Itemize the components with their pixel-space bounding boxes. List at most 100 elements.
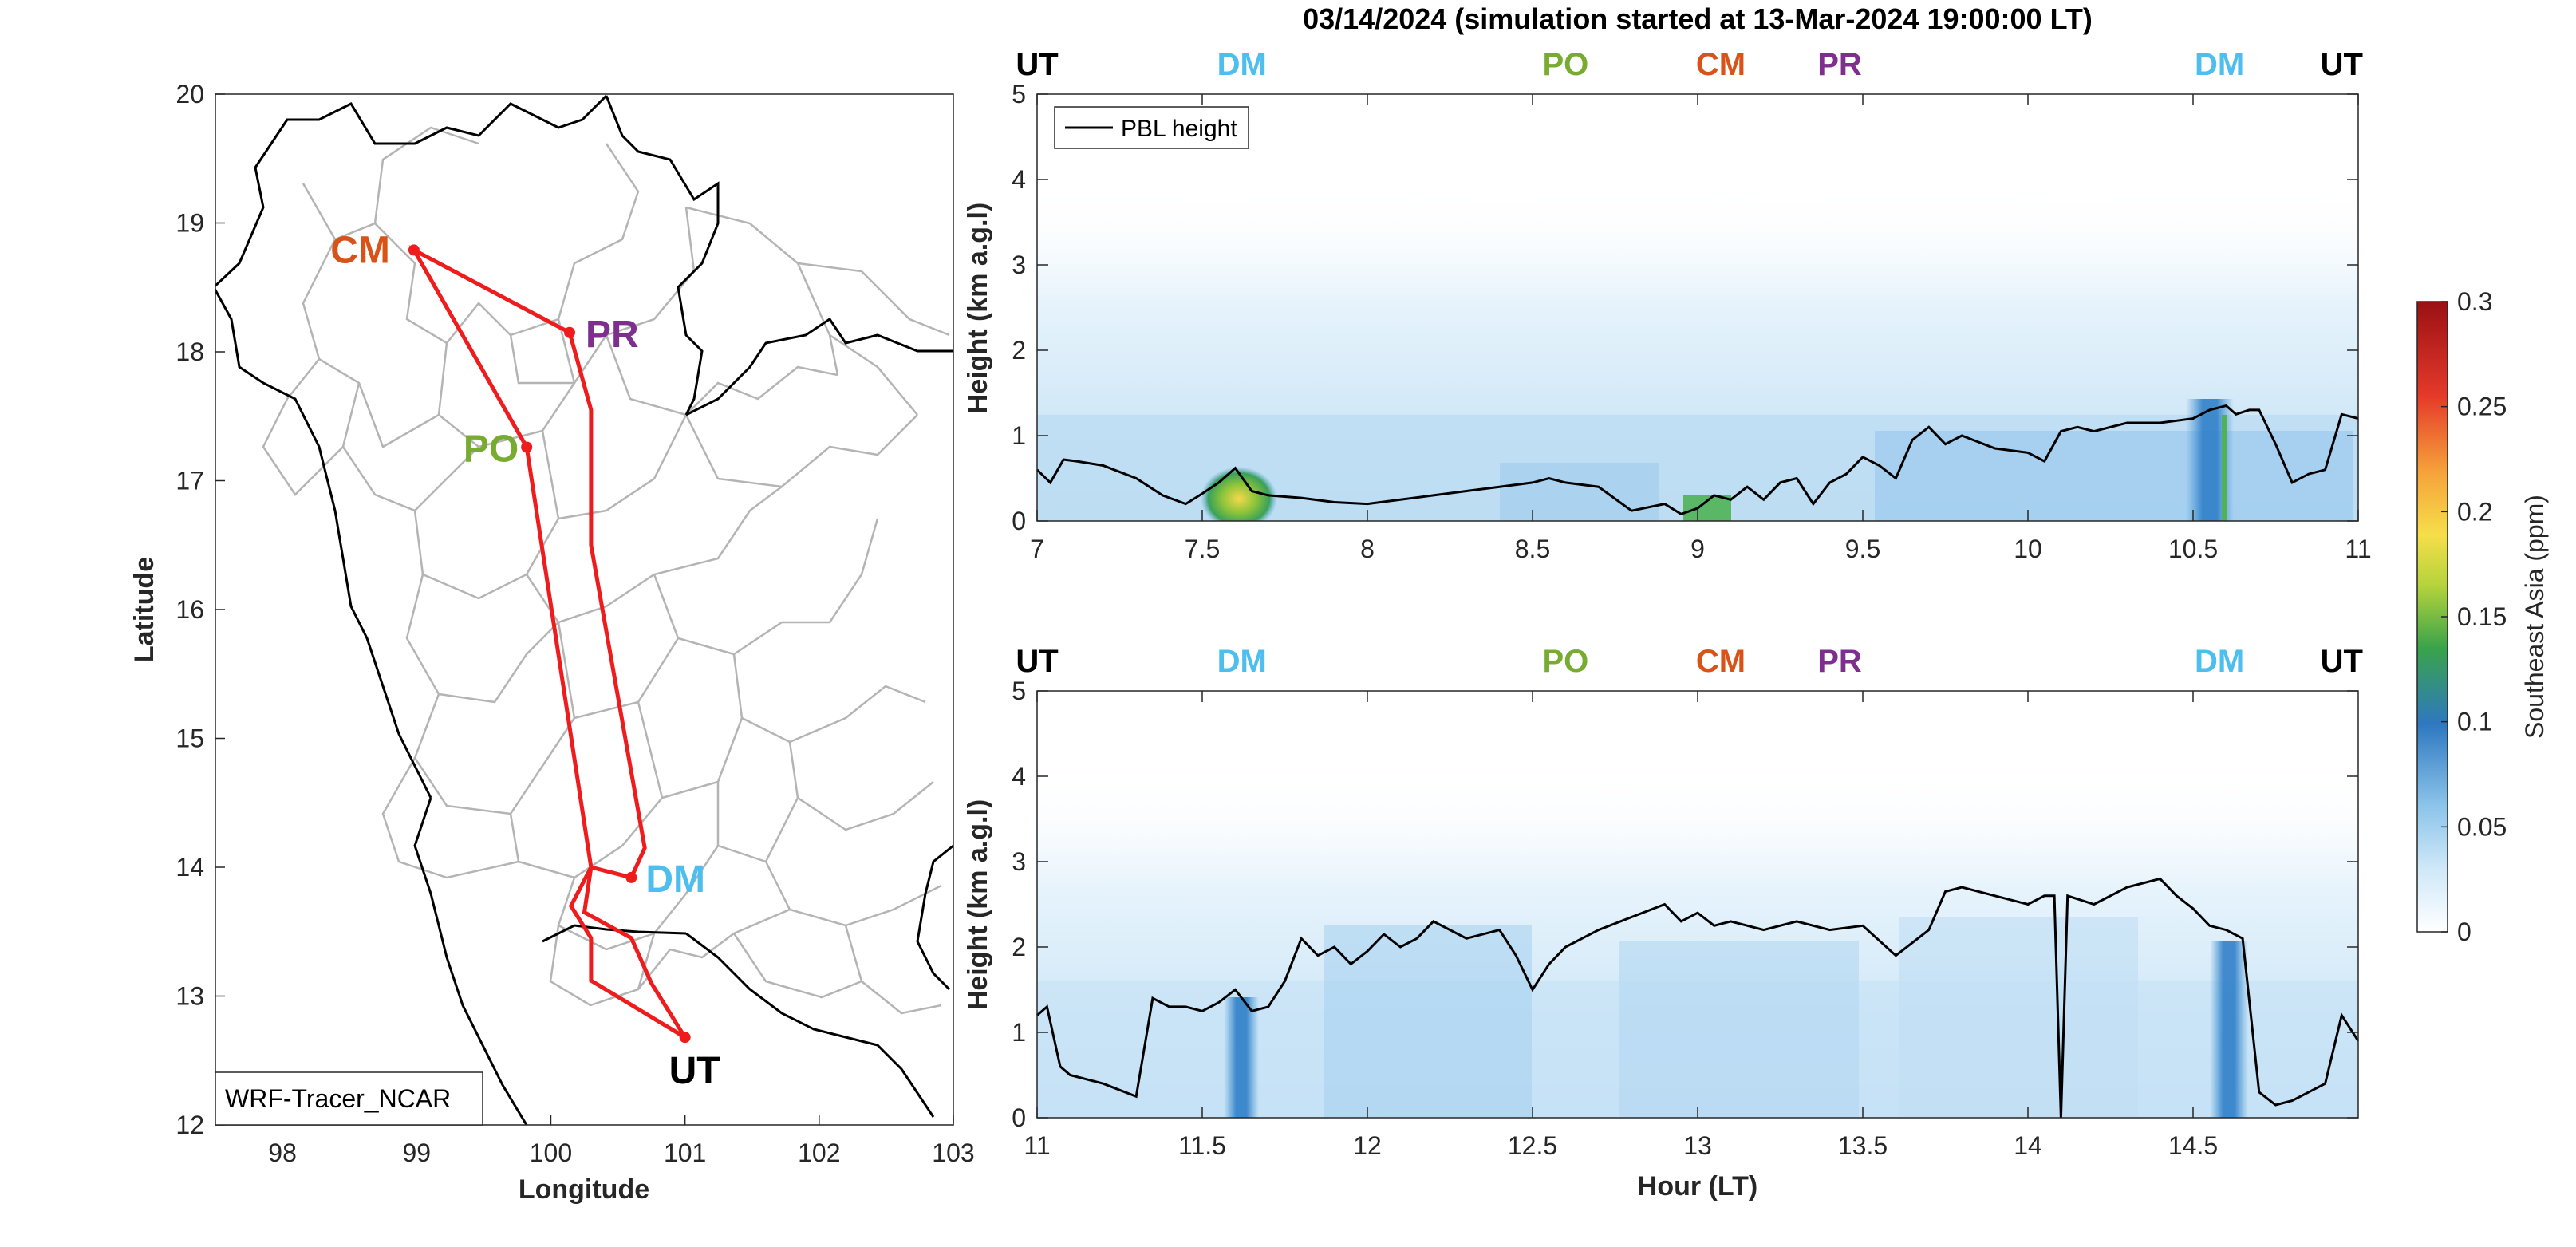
xtick-label: 9.5 bbox=[1845, 535, 1880, 563]
map-ylabel: Latitude bbox=[129, 557, 160, 662]
station-dot-ut bbox=[679, 1032, 691, 1044]
station-tag-po: PO bbox=[1543, 47, 1589, 82]
station-tag-ut: UT bbox=[1016, 644, 1058, 679]
top-pbl-line bbox=[1036, 404, 2359, 516]
xtick-label: 13 bbox=[1683, 1131, 1712, 1160]
ytick-label: 4 bbox=[1012, 762, 1026, 791]
station-label-po: PO bbox=[464, 428, 519, 471]
xtick-label: 12 bbox=[1353, 1131, 1382, 1160]
xtick-label: 7.5 bbox=[1185, 535, 1220, 563]
colorbar-tick-label: 0.25 bbox=[2457, 393, 2507, 421]
bottom-xlabel: Hour (LT) bbox=[1638, 1171, 1757, 1202]
ytick-label: 3 bbox=[1012, 251, 1026, 279]
map-xtick-label: 98 bbox=[268, 1138, 297, 1167]
map-ytick-label: 20 bbox=[176, 80, 204, 109]
station-dot-cm bbox=[408, 244, 420, 256]
map-xtick-label: 100 bbox=[530, 1138, 572, 1167]
bottom-heatmap-field bbox=[1037, 691, 2358, 1118]
xtick-label: 8.5 bbox=[1515, 535, 1550, 563]
xtick-label: 10 bbox=[2014, 535, 2042, 563]
bottom-pbl-line bbox=[1036, 877, 2360, 1119]
station-tag-ut: UT bbox=[2321, 644, 2363, 679]
ytick-label: 3 bbox=[1012, 847, 1026, 876]
ytick-label: 0 bbox=[1012, 507, 1026, 535]
colorbar-tick-label: 0 bbox=[2457, 917, 2471, 946]
map-ytick-label: 17 bbox=[176, 467, 204, 495]
colorbar-tick-label: 0.05 bbox=[2457, 812, 2507, 841]
national-border bbox=[215, 94, 953, 1125]
xtick-label: 11 bbox=[1024, 1131, 1050, 1160]
ytick-label: 5 bbox=[1012, 677, 1026, 705]
map-ytick-label: 14 bbox=[176, 853, 204, 882]
ytick-label: 1 bbox=[1012, 421, 1026, 450]
map-xtick-label: 102 bbox=[798, 1138, 840, 1167]
colorbar-tick-label: 0.1 bbox=[2457, 708, 2492, 736]
xtick-label: 14.5 bbox=[2168, 1131, 2218, 1160]
station-tag-dm: DM bbox=[2195, 47, 2244, 82]
province-boundaries bbox=[262, 126, 950, 1015]
ytick-label: 5 bbox=[1012, 80, 1026, 109]
legend-pbl-label: PBL height bbox=[1121, 116, 1237, 142]
xtick-label: 11 bbox=[2345, 535, 2371, 563]
map-ytick-label: 13 bbox=[176, 982, 204, 1011]
colorbar-tick-label: 0.2 bbox=[2457, 497, 2492, 526]
station-label-dm: DM bbox=[645, 858, 705, 901]
map-geography: CM PR PO DM UT bbox=[215, 94, 953, 1125]
station-dot-dm bbox=[625, 871, 637, 883]
top-ylabel: Height (km a.g.l) bbox=[963, 203, 993, 413]
station-tag-ut: UT bbox=[2321, 47, 2363, 82]
map-x-ticks: 98 99 100 101 102 103 bbox=[268, 1115, 975, 1167]
station-tag-pr: PR bbox=[1817, 644, 1862, 679]
top-panel: 7 7.5 8 8.5 9 9.5 10 10.5 11 0 1 2 3 4 5 UT DM PO CM PR DM… bbox=[963, 47, 2372, 563]
xtick-label: 14 bbox=[2014, 1131, 2042, 1160]
station-markers: CM PR PO DM UT bbox=[330, 229, 720, 1092]
top-legend: PBL height bbox=[1054, 106, 1249, 149]
station-tag-dm: DM bbox=[1217, 47, 1267, 82]
station-tag-dm: DM bbox=[1217, 644, 1267, 679]
map-xtick-label: 103 bbox=[932, 1138, 974, 1167]
bottom-x-ticks: 11 11.5 12 12.5 13 13.5 14 14.5 bbox=[1024, 691, 2218, 1160]
station-tag-ut: UT bbox=[1016, 47, 1058, 82]
station-tag-cm: CM bbox=[1696, 47, 1746, 82]
map-ytick-label: 12 bbox=[176, 1111, 204, 1139]
map-ytick-label: 19 bbox=[176, 209, 204, 238]
station-dot-pr bbox=[564, 326, 575, 338]
map-source-legend: WRF-Tracer_NCAR bbox=[215, 1071, 483, 1126]
bottom-station-labels: UT DM PO CM PR DM UT bbox=[1016, 644, 2363, 679]
map-xlabel: Longitude bbox=[519, 1174, 649, 1205]
xtick-label: 7 bbox=[1030, 535, 1044, 563]
xtick-label: 12.5 bbox=[1508, 1131, 1557, 1160]
map-y-ticks: 12 13 14 15 16 17 18 19 20 bbox=[176, 80, 225, 1139]
top-y-ticks: 0 1 2 3 4 5 bbox=[1012, 80, 2358, 535]
map-panel: CM PR PO DM UT 98 99 100 101 102 103 12 13 14 15 16 17… bbox=[129, 80, 975, 1205]
colorbar-tick-label: 0.3 bbox=[2457, 287, 2492, 316]
xtick-label: 10.5 bbox=[2168, 535, 2218, 563]
map-axes-box bbox=[215, 93, 954, 1126]
station-tag-cm: CM bbox=[1696, 644, 1746, 679]
figure-title: 03/14/2024 (simulation started at 13-Mar… bbox=[1303, 2, 2093, 35]
top-heatmap-field bbox=[1037, 94, 2358, 521]
station-tag-dm: DM bbox=[2195, 644, 2244, 679]
station-label-ut: UT bbox=[669, 1050, 720, 1092]
top-station-labels: UT DM PO CM PR DM UT bbox=[1016, 47, 2363, 82]
colorbar-ticks: 0 0.05 0.1 0.15 0.2 0.25 0.3 bbox=[2441, 287, 2507, 946]
station-tag-po: PO bbox=[1543, 644, 1589, 679]
station-dot-po bbox=[521, 441, 533, 453]
station-label-pr: PR bbox=[586, 314, 639, 356]
bottom-ylabel: Height (km a.g.l) bbox=[963, 799, 993, 1010]
xtick-label: 9 bbox=[1690, 535, 1705, 563]
top-x-ticks: 7 7.5 8 8.5 9 9.5 10 10.5 11 bbox=[1030, 94, 2372, 563]
ytick-label: 1 bbox=[1012, 1018, 1026, 1047]
ytick-label: 0 bbox=[1012, 1103, 1026, 1132]
map-ytick-label: 15 bbox=[176, 724, 204, 753]
map-ytick-label: 16 bbox=[176, 595, 204, 624]
ytick-label: 2 bbox=[1012, 336, 1026, 365]
station-label-cm: CM bbox=[330, 229, 390, 271]
map-xtick-label: 101 bbox=[664, 1138, 706, 1167]
map-ytick-label: 18 bbox=[176, 337, 204, 366]
xtick-label: 13.5 bbox=[1838, 1131, 1888, 1160]
colorbar-tick-label: 0.15 bbox=[2457, 602, 2507, 631]
xtick-label: 8 bbox=[1360, 535, 1375, 563]
